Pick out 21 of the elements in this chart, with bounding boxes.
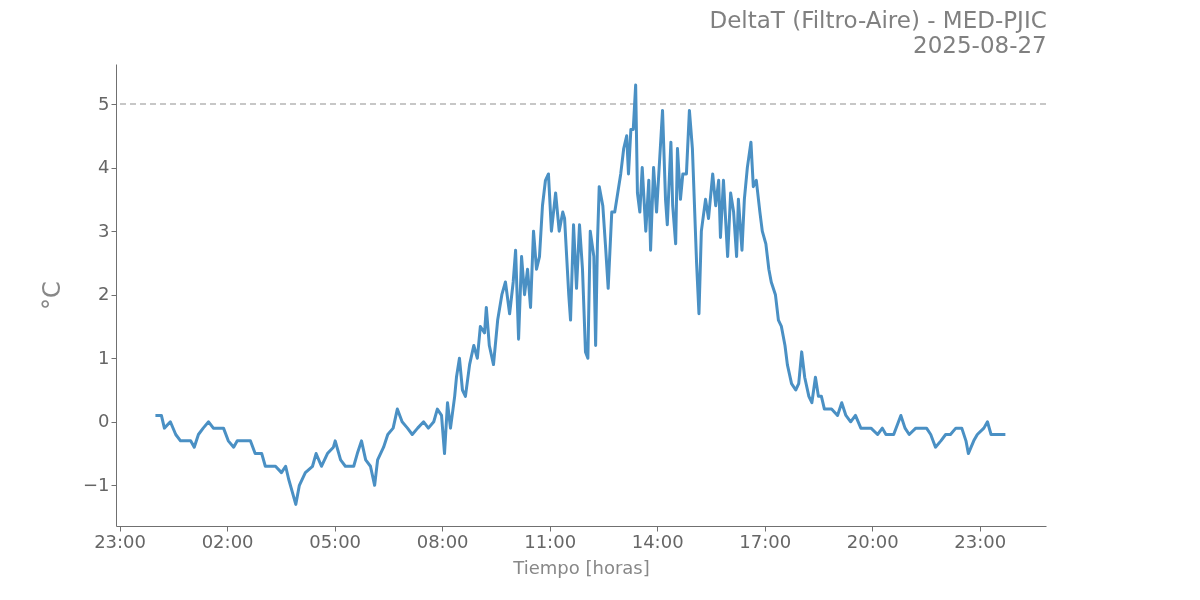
y-tick-label: 4 [98, 156, 110, 178]
x-tick-label: 17:00 [739, 530, 792, 552]
y-axis-title: °C [37, 281, 66, 310]
y-tick-label: −1 [82, 473, 110, 495]
chart-subtitle: 2025-08-27 [913, 32, 1047, 58]
x-tick-label: 20:00 [846, 530, 899, 552]
y-tick-label: 1 [98, 346, 110, 368]
x-tick-label: 02:00 [201, 530, 254, 552]
chart-title: DeltaT (Filtro-Aire) - MED-PJIC [709, 7, 1047, 33]
line-series [153, 83, 1007, 506]
x-tick-label: 05:00 [309, 530, 362, 552]
y-tick-label: 5 [98, 92, 110, 114]
y-tick-label: 2 [98, 283, 110, 305]
x-tick-label: 23:00 [954, 530, 1007, 552]
x-tick-label: 23:00 [94, 530, 147, 552]
x-axis-title: Tiempo [horas] [512, 556, 650, 578]
y-tick-label: 0 [98, 410, 110, 432]
x-tick-label: 11:00 [524, 530, 577, 552]
x-tick-label: 14:00 [631, 530, 684, 552]
x-tick-label: 08:00 [416, 530, 469, 552]
y-tick-label: 3 [98, 219, 110, 241]
